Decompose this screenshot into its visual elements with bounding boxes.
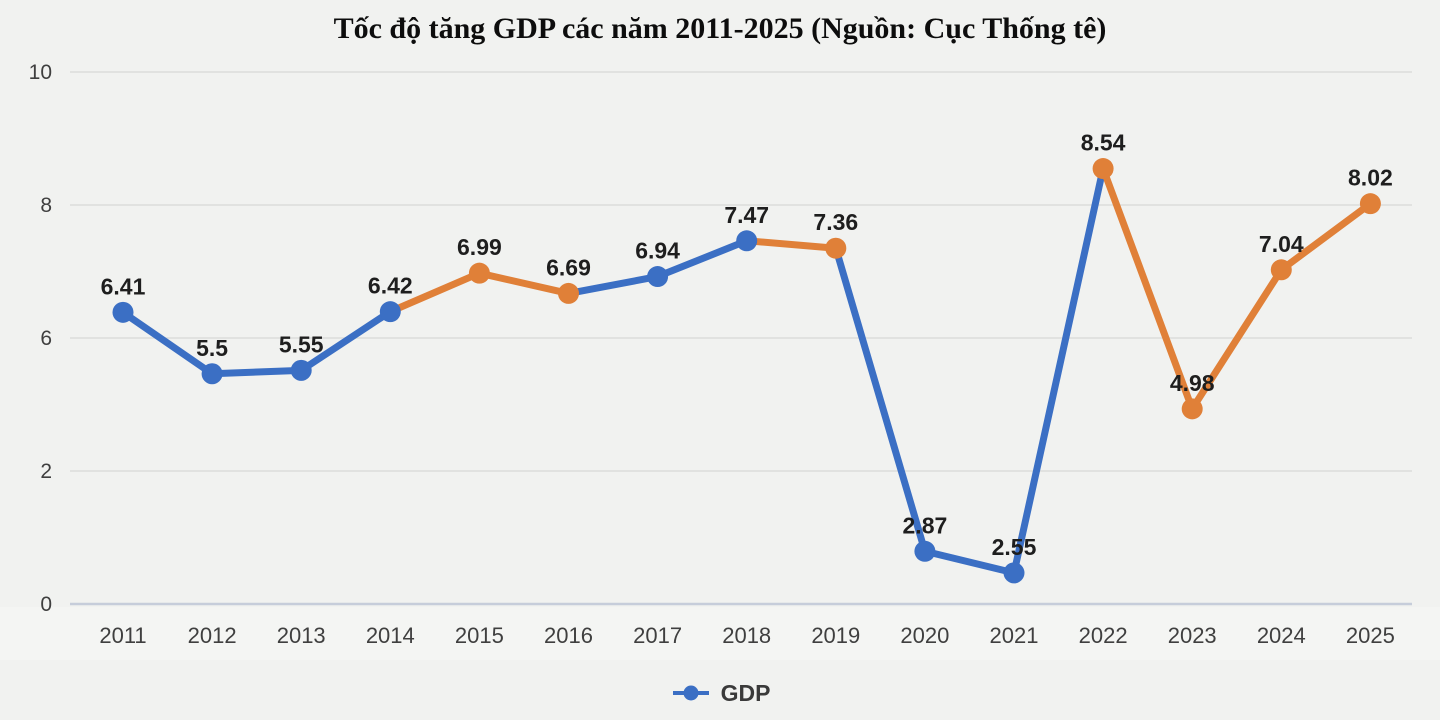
value-label-2025: 8.02 bbox=[1348, 165, 1393, 191]
x-tick-label-2024: 2024 bbox=[1257, 623, 1306, 648]
data-point-2023 bbox=[1181, 398, 1203, 420]
value-label-2024: 7.04 bbox=[1259, 231, 1304, 257]
data-point-2022 bbox=[1092, 158, 1114, 180]
data-point-2019 bbox=[825, 237, 847, 259]
line-segment-2019-2020 bbox=[832, 244, 929, 555]
y-tick-label-6: 6 bbox=[40, 327, 52, 350]
x-tick-label-2012: 2012 bbox=[188, 623, 237, 648]
value-label-2022: 8.54 bbox=[1081, 130, 1126, 156]
value-label-2017: 6.94 bbox=[635, 238, 680, 264]
line-segment-2011-2012 bbox=[119, 308, 216, 378]
line-segment-2014-2015 bbox=[386, 269, 483, 316]
data-point-2013 bbox=[290, 359, 312, 381]
x-tick-label-2011: 2011 bbox=[99, 623, 146, 648]
value-label-2023: 4.98 bbox=[1170, 370, 1215, 396]
value-label-2019: 7.36 bbox=[813, 209, 858, 235]
line-segment-2024-2025 bbox=[1277, 200, 1374, 274]
line-segment-2015-2016 bbox=[475, 269, 572, 297]
data-point-2017 bbox=[647, 266, 669, 288]
line-segment-2016-2017 bbox=[565, 273, 662, 297]
x-tick-label-2016: 2016 bbox=[544, 623, 593, 648]
line-segment-2020-2021 bbox=[921, 547, 1018, 577]
data-point-2025 bbox=[1359, 193, 1381, 215]
line-segment-2022-2023 bbox=[1099, 165, 1196, 413]
line-segment-2023-2024 bbox=[1188, 266, 1285, 413]
y-tick-label-8: 8 bbox=[40, 194, 52, 217]
data-point-2021 bbox=[1003, 562, 1025, 584]
data-point-2015 bbox=[468, 262, 490, 284]
x-tick-label-2013: 2013 bbox=[277, 623, 326, 648]
data-point-2012 bbox=[201, 363, 223, 385]
y-tick-label-0: 0 bbox=[40, 593, 52, 616]
data-point-2024 bbox=[1270, 259, 1292, 281]
y-tick-label-10: 10 bbox=[29, 61, 52, 84]
x-tick-label-2014: 2014 bbox=[366, 623, 415, 648]
data-point-2018 bbox=[736, 230, 758, 252]
line-segment-2021-2022 bbox=[1010, 165, 1107, 577]
line-segment-2013-2014 bbox=[297, 308, 394, 374]
value-label-2020: 2.87 bbox=[903, 512, 948, 538]
x-tick-label-2021: 2021 bbox=[990, 623, 1039, 648]
value-label-2011: 6.41 bbox=[101, 273, 146, 299]
line-segment-2012-2013 bbox=[208, 366, 305, 378]
legend-marker-icon bbox=[672, 685, 709, 701]
value-label-2014: 6.42 bbox=[368, 273, 413, 299]
x-tick-label-2022: 2022 bbox=[1079, 623, 1128, 648]
legend: GDP bbox=[0, 674, 1440, 712]
x-tick-label-2018: 2018 bbox=[722, 623, 771, 648]
value-label-2013: 5.55 bbox=[279, 331, 324, 357]
line-segment-2018-2019 bbox=[743, 237, 840, 252]
data-point-2011 bbox=[112, 301, 134, 323]
x-tick-label-2017: 2017 bbox=[633, 623, 682, 648]
data-point-2020 bbox=[914, 540, 936, 562]
value-label-2018: 7.47 bbox=[724, 202, 769, 228]
x-tick-label-2020: 2020 bbox=[900, 623, 949, 648]
value-label-2016: 6.69 bbox=[546, 254, 591, 280]
data-point-2014 bbox=[379, 301, 401, 323]
legend-label: GDP bbox=[720, 679, 771, 706]
x-tick-label-2019: 2019 bbox=[811, 623, 860, 648]
x-tick-label-2015: 2015 bbox=[455, 623, 504, 648]
x-tick-label-2025: 2025 bbox=[1346, 623, 1395, 648]
y-tick-label-2: 2 bbox=[40, 460, 52, 483]
data-point-2016 bbox=[558, 282, 579, 304]
value-label-2015: 6.99 bbox=[457, 234, 502, 260]
line-segment-2017-2018 bbox=[654, 237, 751, 281]
value-label-2021: 2.55 bbox=[992, 534, 1037, 560]
x-tick-label-2023: 2023 bbox=[1168, 623, 1217, 648]
value-label-2012: 5.5 bbox=[196, 335, 228, 361]
legend-dot bbox=[683, 685, 699, 701]
below-axis-band bbox=[0, 607, 1440, 660]
chart-title: Tốc độ tăng GDP các năm 2011-2025 (Nguồn… bbox=[333, 12, 1107, 45]
